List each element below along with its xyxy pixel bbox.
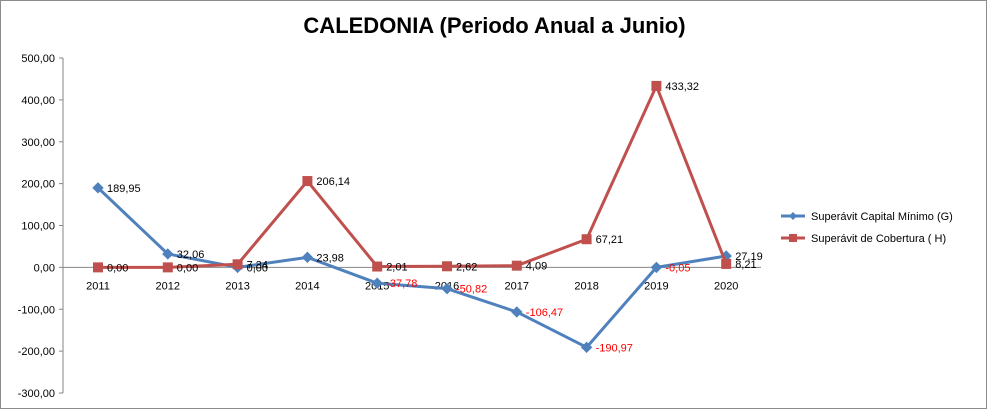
legend-marker xyxy=(789,212,797,220)
data-label: -0,05 xyxy=(665,262,690,274)
data-label: 0,00 xyxy=(247,262,268,274)
x-tick-label: 2011 xyxy=(86,280,110,292)
data-point-marker xyxy=(371,277,383,289)
data-label: 67,21 xyxy=(596,234,624,246)
data-point-marker xyxy=(511,260,522,271)
y-tick-label: 200,00 xyxy=(21,179,55,191)
x-tick-label: 2019 xyxy=(644,280,668,292)
series-line xyxy=(96,186,727,349)
series-line xyxy=(98,84,728,269)
x-tick-label: 2013 xyxy=(225,280,249,292)
y-tick-label: 0,00 xyxy=(34,262,55,274)
data-point-marker xyxy=(511,306,523,318)
legend-label: Superávit Capital Mínimo (G) xyxy=(811,211,953,223)
data-label: -106,47 xyxy=(526,307,563,319)
data-label: 2,62 xyxy=(456,261,477,273)
x-tick-label: 2012 xyxy=(156,280,180,292)
data-label: 27,19 xyxy=(735,251,763,263)
data-point-marker xyxy=(302,176,313,187)
data-point-marker xyxy=(372,261,383,272)
y-tick-label: -200,00 xyxy=(18,346,55,358)
x-tick-label: 2014 xyxy=(295,280,319,292)
y-tick-label: -100,00 xyxy=(18,304,55,316)
series-layer xyxy=(92,80,732,354)
data-label: 2,01 xyxy=(386,262,407,274)
data-label: 433,32 xyxy=(665,81,699,93)
data-point-marker xyxy=(93,262,103,273)
data-point-marker xyxy=(651,80,662,91)
data-label: 4,09 xyxy=(526,261,547,273)
data-label: 32,06 xyxy=(177,249,205,261)
legend-label: Superávit de Cobertura ( H) xyxy=(811,233,946,245)
data-label: -37,78 xyxy=(386,278,417,290)
y-tick-label: 100,00 xyxy=(21,221,55,233)
y-tick-label: -300,00 xyxy=(18,388,55,400)
data-label: -50,82 xyxy=(456,284,487,296)
data-label: 189,95 xyxy=(107,183,141,195)
data-point-marker xyxy=(92,182,104,194)
data-point-marker xyxy=(441,282,453,295)
data-label: 8,21 xyxy=(735,259,756,271)
data-label: 0,00 xyxy=(177,262,198,274)
data-label: -190,97 xyxy=(596,342,633,354)
data-point-marker xyxy=(442,261,452,272)
axes-layer: 500,00 400,00 300,00 200,00 100,00 0,00 -100,0… xyxy=(18,53,761,400)
data-point-marker xyxy=(162,262,173,273)
y-tick-label: 300,00 xyxy=(21,137,55,149)
y-tick-label: 400,00 xyxy=(21,95,55,107)
x-tick-label: 2018 xyxy=(574,280,598,292)
data-point-marker xyxy=(232,259,243,270)
data-point-marker xyxy=(721,258,732,269)
legend: Superávit Capital Mínimo (G) Superávit de… xyxy=(781,211,953,245)
data-point-marker xyxy=(301,251,314,264)
data-label: 206,14 xyxy=(316,176,350,188)
data-point-marker xyxy=(162,248,174,260)
y-tick-label: 500,00 xyxy=(21,53,55,65)
legend-marker xyxy=(789,234,797,242)
data-label: 0,00 xyxy=(107,262,128,274)
chart-title: CALEDONIA (Periodo Anual a Junio) xyxy=(303,13,686,38)
data-point-marker xyxy=(581,234,592,245)
data-label: 23,98 xyxy=(316,252,344,264)
data-point-marker xyxy=(650,261,663,274)
data-point-marker xyxy=(580,341,593,354)
x-tick-label: 2020 xyxy=(714,280,738,292)
x-tick-label: 2017 xyxy=(505,280,529,292)
data-label: 7,34 xyxy=(247,259,268,271)
